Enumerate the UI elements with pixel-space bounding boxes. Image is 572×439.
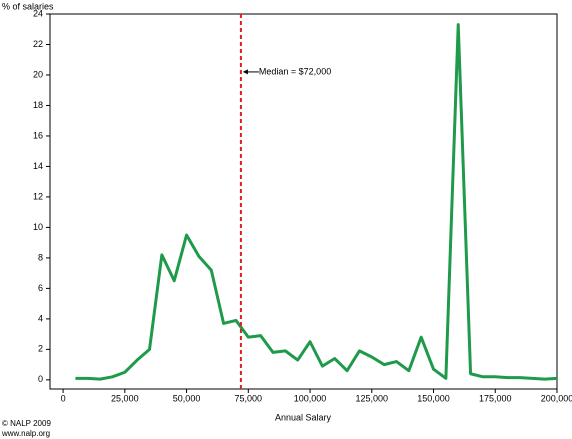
y-tick-label: 20 <box>33 69 43 79</box>
y-tick-label: 0 <box>38 374 43 384</box>
x-tick-label: 200,000 <box>541 393 572 403</box>
x-tick-label: 175,000 <box>479 393 512 403</box>
y-tick-label: 2 <box>38 344 43 354</box>
y-axis-label: % of salaries <box>2 1 54 11</box>
x-tick-label: 125,000 <box>356 393 389 403</box>
y-tick-label: 8 <box>38 252 43 262</box>
y-tick-label: 10 <box>33 222 43 232</box>
x-tick-label: 25,000 <box>111 393 139 403</box>
median-label: Median = $72,000 <box>259 66 331 76</box>
y-tick-label: 12 <box>33 191 43 201</box>
x-tick-label: 100,000 <box>294 393 327 403</box>
x-tick-label: 50,000 <box>173 393 201 403</box>
x-tick-label: 0 <box>61 393 66 403</box>
median-arrowhead <box>242 69 248 75</box>
data-line <box>75 23 558 381</box>
y-tick-label: 4 <box>38 313 43 323</box>
plot-frame <box>49 13 558 390</box>
footer: www.nalp.org <box>1 429 50 438</box>
y-tick-label: 24 <box>33 8 43 18</box>
x-tick-label: 150,000 <box>417 393 450 403</box>
y-tick-label: 6 <box>38 283 43 293</box>
y-tick-label: 22 <box>33 39 43 49</box>
x-tick-label: 75,000 <box>235 393 263 403</box>
x-axis-label: Annual Salary <box>275 412 332 422</box>
footer: © NALP 2009 <box>2 419 51 428</box>
y-tick-label: 18 <box>33 100 43 110</box>
y-tick-label: 16 <box>33 130 43 140</box>
y-tick-label: 14 <box>33 161 43 171</box>
